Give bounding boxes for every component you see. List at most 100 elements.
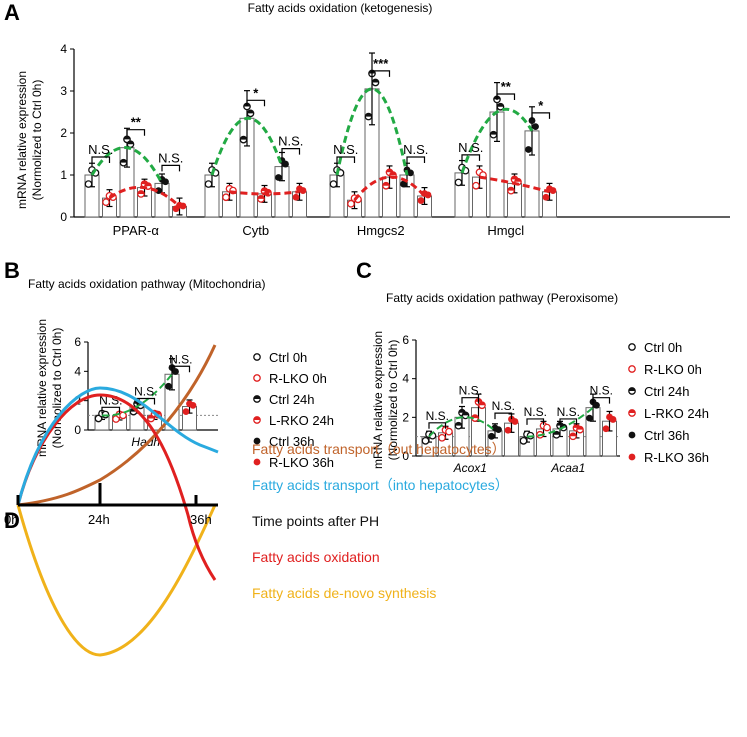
category-label: Acaa1 bbox=[550, 461, 585, 475]
legend-marker bbox=[628, 431, 636, 439]
trend-lko bbox=[108, 185, 181, 208]
significance-bracket bbox=[91, 156, 111, 163]
data-point-half bbox=[462, 412, 469, 416]
data-point bbox=[528, 117, 536, 124]
significance-bracket bbox=[496, 93, 516, 100]
significance-label: N.S. bbox=[458, 140, 483, 155]
significance-bracket bbox=[246, 99, 266, 107]
data-point bbox=[165, 382, 172, 390]
d-label-0h: 0h bbox=[4, 512, 18, 527]
chart-a: 01234N.S.**N.S.PPAR-α*N.S.CytbN.S.***N.S… bbox=[60, 42, 730, 238]
data-point bbox=[417, 197, 425, 204]
data-point bbox=[204, 180, 213, 188]
trend-lko bbox=[229, 190, 300, 196]
data-point-half bbox=[553, 431, 560, 435]
legend-marker bbox=[628, 453, 636, 461]
data-point bbox=[549, 187, 557, 194]
y-tick-label: 0 bbox=[60, 210, 67, 224]
d-legend-oxidation: Fatty acids oxidation bbox=[252, 549, 380, 565]
data-point bbox=[182, 408, 190, 416]
significance-bracket bbox=[494, 412, 513, 420]
data-point-half bbox=[120, 159, 127, 163]
significance-bracket bbox=[428, 422, 447, 429]
significance-label: N.S. bbox=[169, 352, 192, 366]
panel-c-ylabel-2: (Normolized to Ctrl 0h) bbox=[386, 340, 400, 461]
data-point bbox=[586, 414, 593, 422]
y-tick-label: 0 bbox=[402, 449, 409, 463]
y-tick-label: 2 bbox=[402, 410, 409, 424]
data-point-half bbox=[264, 189, 272, 193]
significance-label: N.S. bbox=[333, 142, 358, 157]
data-point bbox=[172, 368, 179, 375]
significance-bracket bbox=[461, 154, 481, 161]
data-point bbox=[602, 425, 610, 433]
data-point-half bbox=[127, 141, 134, 145]
legend-label: L-RKO 24h bbox=[269, 413, 334, 428]
data-point-half bbox=[497, 103, 504, 107]
category-label: PPAR-α bbox=[113, 223, 160, 238]
data-point bbox=[445, 427, 453, 436]
curve-oxidation bbox=[16, 393, 217, 581]
legend-marker bbox=[253, 353, 261, 361]
y-tick-label: 6 bbox=[74, 335, 81, 349]
legend-label: R-LKO 36h bbox=[269, 455, 334, 470]
data-point bbox=[222, 193, 230, 202]
data-point bbox=[609, 416, 617, 423]
data-point-half bbox=[144, 182, 152, 187]
data-point-half bbox=[458, 409, 466, 413]
data-point bbox=[593, 401, 600, 409]
significance-bracket bbox=[559, 418, 578, 425]
legend-marker-half bbox=[253, 416, 261, 420]
legend-marker-half bbox=[628, 387, 636, 391]
trend-lko bbox=[479, 175, 550, 194]
panel-b-title: Fatty acids oxidation pathway (Mitochond… bbox=[28, 277, 265, 291]
data-point bbox=[454, 178, 463, 187]
significance-label: * bbox=[538, 98, 544, 113]
data-point bbox=[438, 433, 446, 442]
significance-label: ** bbox=[501, 79, 512, 94]
legend-b: Ctrl 0h R-LKO 0h Ctrl 24h L-RKO 24h Ctrl 36h… bbox=[253, 350, 334, 470]
significance-bracket bbox=[371, 70, 391, 77]
significance-label: N.S. bbox=[524, 405, 547, 419]
significance-label: N.S. bbox=[88, 142, 113, 157]
y-tick-label: 4 bbox=[74, 364, 81, 378]
legend-marker bbox=[628, 365, 636, 373]
data-point bbox=[532, 123, 539, 130]
legend-marker bbox=[253, 374, 261, 382]
panel-b-ylabel-1: mRNA relative expression bbox=[35, 319, 49, 457]
y-tick-label: 4 bbox=[402, 372, 409, 386]
data-point bbox=[329, 180, 338, 188]
significance-label: N.S. bbox=[590, 384, 613, 398]
panel-letter-c: C bbox=[356, 258, 372, 283]
data-point-half bbox=[507, 187, 515, 191]
data-point bbox=[347, 199, 355, 208]
trend-ctrl bbox=[526, 406, 594, 438]
data-point-half bbox=[382, 182, 390, 186]
curve-synthesis bbox=[16, 504, 217, 657]
data-point bbox=[189, 401, 197, 409]
significance-bracket bbox=[531, 112, 551, 119]
trend-ctrl bbox=[210, 116, 284, 176]
data-point bbox=[299, 187, 307, 194]
significance-bracket bbox=[526, 418, 545, 425]
trend-ctrl bbox=[90, 146, 164, 185]
y-tick-label: 3 bbox=[60, 84, 67, 98]
d-legend-transport-out: Fatty acids transport（out hepatocytes） bbox=[252, 441, 506, 457]
data-point bbox=[519, 436, 528, 445]
data-point-half bbox=[386, 169, 393, 173]
trend-ctrl bbox=[335, 87, 409, 176]
legend-label: Ctrl 0h bbox=[269, 350, 307, 365]
panel-a-ylabel-2: (Normolized to Ctrl 0h) bbox=[30, 80, 44, 201]
legend-c: Ctrl 0h R-LKO 0h Ctrl 24h L-RKO 24h Ctrl 36h… bbox=[628, 340, 709, 465]
category-label: Hmgcs2 bbox=[357, 223, 405, 238]
legend-label: R-LKO 0h bbox=[269, 371, 327, 386]
legend-label: Ctrl 24h bbox=[644, 384, 690, 399]
d-label-36h: 36h bbox=[190, 512, 212, 527]
significance-label: N.S. bbox=[278, 134, 303, 149]
legend-marker-half bbox=[628, 409, 636, 413]
data-point bbox=[84, 180, 93, 188]
data-point bbox=[162, 178, 169, 186]
data-point bbox=[542, 193, 550, 201]
